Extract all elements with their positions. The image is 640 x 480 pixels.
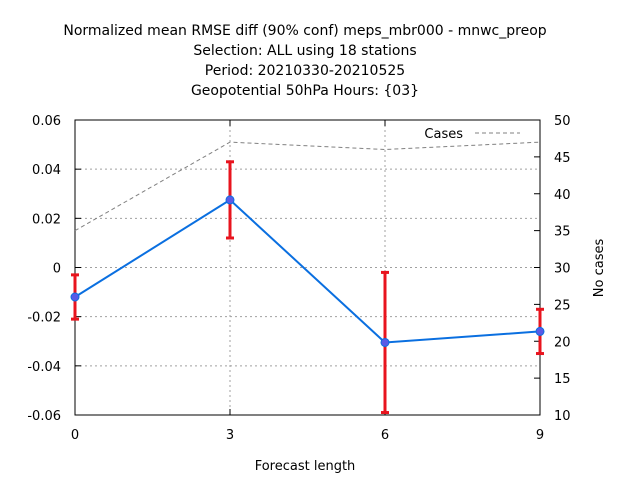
data-point bbox=[380, 337, 390, 347]
y2-axis-label: No cases bbox=[592, 239, 607, 298]
y2-tick-label: 45 bbox=[554, 151, 571, 166]
chart-title: Normalized mean RMSE diff (90% conf) mep… bbox=[63, 23, 546, 99]
title-line-3: Period: 20210330-20210525 bbox=[205, 63, 405, 79]
y2-tick-label: 40 bbox=[554, 188, 571, 203]
y2-tick-label: 25 bbox=[554, 298, 571, 313]
cases-line bbox=[74, 141, 541, 232]
title-line-4: Geopotential 50hPa Hours: {03} bbox=[191, 83, 419, 99]
grid bbox=[75, 120, 540, 415]
y-tick-label: -0.06 bbox=[27, 409, 61, 424]
x-tick-label: 3 bbox=[226, 428, 234, 443]
legend: Cases bbox=[424, 127, 520, 142]
y-tick-label: 0.04 bbox=[32, 163, 61, 178]
title-line-2: Selection: ALL using 18 stations bbox=[193, 43, 416, 59]
y-tick-label: -0.04 bbox=[27, 360, 61, 375]
y2-tick-label: 35 bbox=[554, 225, 571, 240]
data-point bbox=[225, 195, 235, 205]
data-point bbox=[535, 326, 545, 336]
y-tick-label: 0 bbox=[53, 262, 61, 277]
title-line-1: Normalized mean RMSE diff (90% conf) mep… bbox=[63, 23, 546, 39]
x-tick-label: 6 bbox=[381, 428, 389, 443]
legend-label: Cases bbox=[424, 127, 463, 142]
axes: -0.06 -0.04 -0.02 0 0.02 0.04 0.06 0 3 6 9 10 15 20 25… bbox=[27, 114, 570, 443]
y2-tick-label: 50 bbox=[554, 114, 571, 129]
y2-tick-label: 20 bbox=[554, 335, 571, 350]
x-axis-label: Forecast length bbox=[255, 459, 356, 474]
x-tick-label: 0 bbox=[71, 428, 79, 443]
series-marks bbox=[70, 141, 545, 415]
y2-tick-label: 30 bbox=[554, 262, 571, 277]
y2-tick-label: 15 bbox=[554, 372, 571, 387]
y-tick-label: 0.02 bbox=[32, 212, 61, 227]
x-tick-label: 9 bbox=[536, 428, 544, 443]
data-point bbox=[70, 292, 80, 302]
y-tick-label: 0.06 bbox=[32, 114, 61, 129]
rmse-diff-line bbox=[74, 198, 541, 344]
y-tick-label: -0.02 bbox=[27, 311, 61, 326]
y2-tick-label: 10 bbox=[554, 409, 571, 424]
